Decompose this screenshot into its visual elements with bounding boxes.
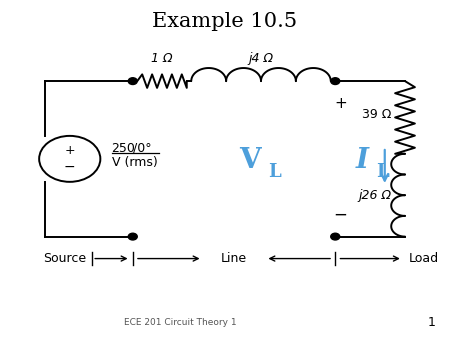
Text: 39 Ω: 39 Ω [362,107,392,121]
Text: V (rms): V (rms) [112,156,158,169]
Text: j26 Ω: j26 Ω [359,189,392,202]
Text: +: + [64,144,75,157]
Circle shape [331,233,340,240]
Text: 250: 250 [112,142,135,154]
Text: Load: Load [409,252,439,265]
Text: Source: Source [43,252,86,265]
Text: 1: 1 [428,316,436,329]
Text: +: + [334,96,347,111]
Text: L: L [376,163,388,182]
Text: j4 Ω: j4 Ω [248,52,274,65]
Circle shape [128,233,137,240]
Circle shape [128,78,137,84]
Text: /0°: /0° [133,142,152,154]
Text: ECE 201 Circuit Theory 1: ECE 201 Circuit Theory 1 [124,318,236,327]
Text: −: − [334,206,347,224]
Text: −: − [64,160,76,174]
Text: V: V [239,147,261,174]
Text: I: I [356,147,369,174]
Text: 1 Ω: 1 Ω [151,52,173,65]
Circle shape [331,78,340,84]
Text: L: L [268,163,280,182]
Text: Line: Line [221,252,247,265]
Text: Example 10.5: Example 10.5 [153,13,297,31]
